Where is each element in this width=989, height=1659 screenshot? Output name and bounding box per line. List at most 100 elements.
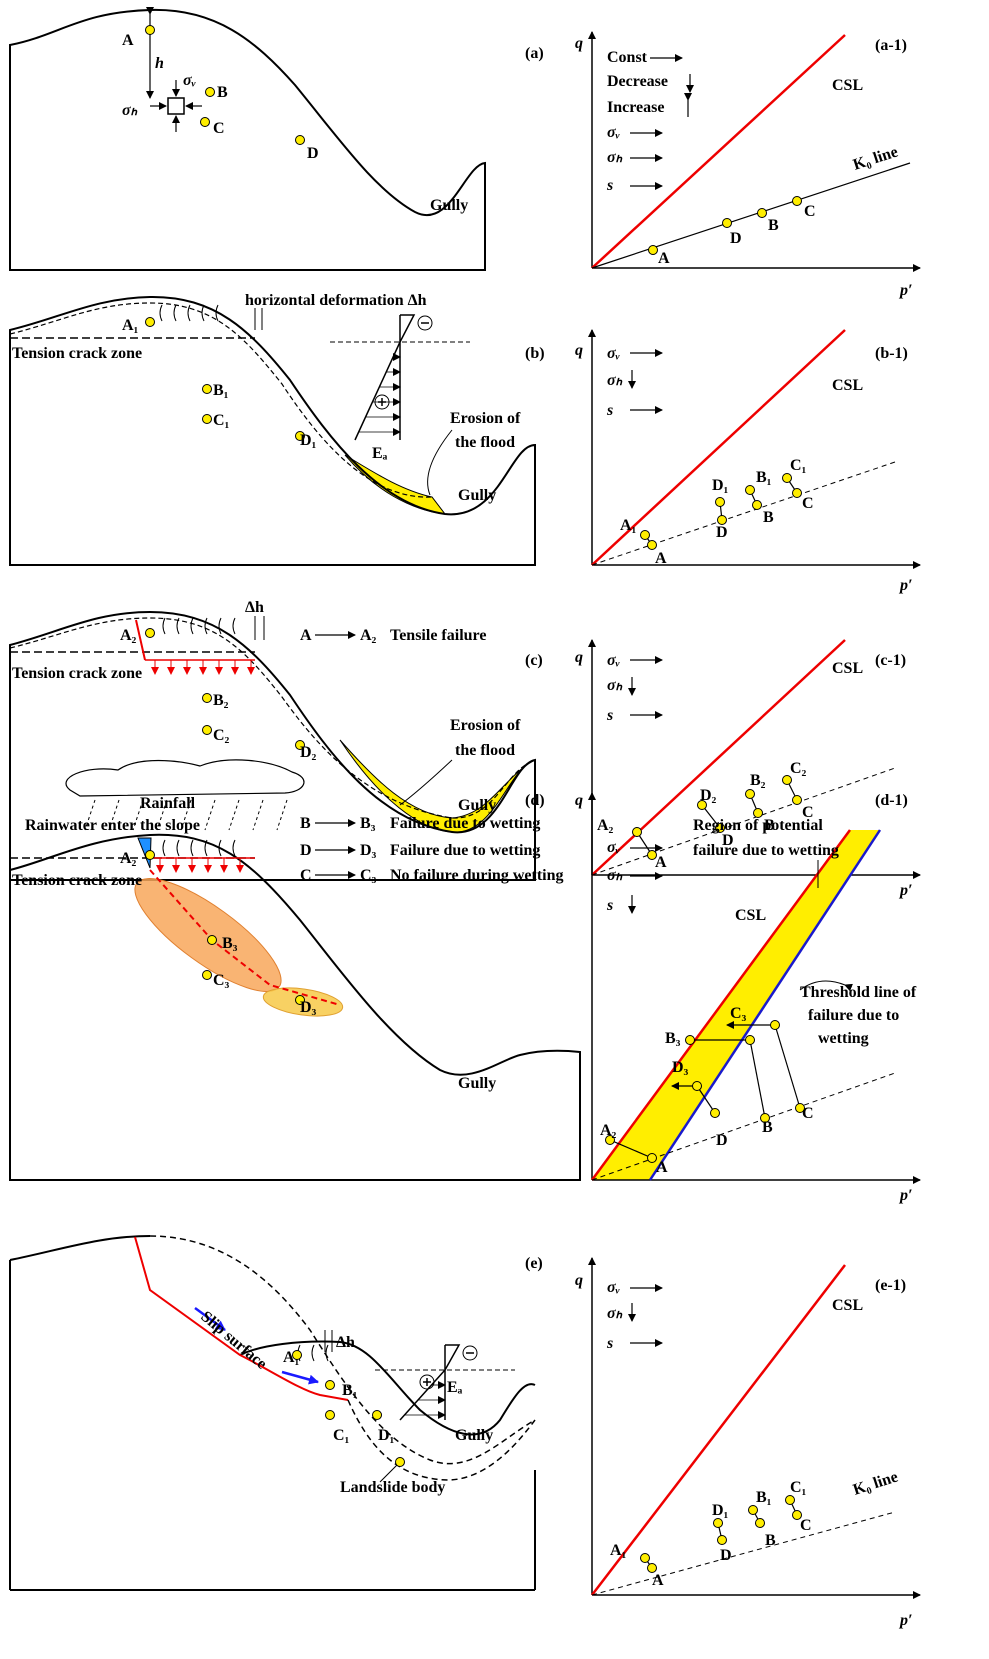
label: Increase	[607, 99, 664, 116]
point	[641, 1554, 650, 1563]
label: D	[730, 230, 742, 247]
label: σₕ	[607, 372, 623, 389]
point	[783, 474, 792, 483]
csl-line	[592, 1265, 845, 1595]
label: Gully	[458, 797, 496, 814]
point	[206, 88, 215, 97]
label: Failure due to wetting	[390, 815, 540, 832]
figure: (a)AhσᵥBσₕCDGully(a-1)qp′CSLK₀ lineConst…	[0, 0, 989, 1659]
label: q	[575, 1272, 583, 1289]
label: D	[716, 1132, 728, 1149]
point	[711, 1109, 720, 1118]
label: σₕ	[607, 867, 623, 884]
point	[793, 796, 802, 805]
label: (b)	[525, 345, 545, 362]
point	[746, 790, 755, 799]
label: B	[765, 1532, 776, 1549]
label: (d-1)	[875, 792, 908, 809]
crack	[177, 840, 179, 856]
point	[758, 209, 767, 218]
label: A	[300, 627, 312, 644]
leader	[400, 760, 452, 805]
label: σᵥ	[183, 72, 196, 89]
label: A₁	[122, 317, 139, 334]
crack	[188, 305, 190, 321]
label: C	[802, 495, 814, 512]
label: C₁	[333, 1427, 350, 1444]
label: D	[716, 524, 728, 541]
label: C	[802, 1105, 814, 1122]
label: B₃	[665, 1030, 681, 1047]
k0-line	[592, 163, 910, 268]
tensile-crack	[136, 620, 145, 660]
label: A	[655, 550, 667, 567]
label: (a-1)	[875, 37, 907, 54]
rain	[205, 800, 215, 830]
pressure-negative	[445, 1345, 459, 1370]
point	[146, 26, 155, 35]
label: A₂	[360, 627, 377, 644]
label: C₂	[790, 760, 807, 777]
label: B₂	[213, 692, 229, 709]
label: σᵥ	[607, 652, 620, 669]
label: Eₐ	[447, 1379, 463, 1396]
label: CSL	[832, 1297, 863, 1314]
point	[373, 1411, 382, 1420]
label: h	[155, 55, 164, 72]
crack	[312, 1345, 314, 1361]
point	[756, 1519, 765, 1528]
label: C₁	[213, 412, 230, 429]
point	[203, 726, 212, 735]
rain	[229, 800, 239, 830]
label: No failure during wetting	[390, 867, 563, 884]
label: Const	[607, 49, 648, 66]
label: A	[652, 1572, 664, 1589]
label: Threshold line of	[800, 984, 917, 1001]
crack	[205, 618, 207, 634]
point	[686, 1036, 695, 1045]
label: σᵥ	[607, 345, 620, 362]
crack	[233, 840, 235, 856]
label: σₕ	[607, 149, 623, 166]
point	[146, 851, 155, 860]
rain	[253, 800, 263, 830]
label: A₂	[120, 627, 137, 644]
crack	[233, 618, 235, 634]
label: A₂	[120, 850, 137, 867]
marker-dot	[396, 1458, 405, 1467]
point	[716, 498, 725, 507]
leader	[428, 430, 452, 495]
rain	[277, 800, 287, 830]
label: B₁	[213, 382, 229, 399]
label: s	[606, 707, 613, 724]
label: Eₐ	[372, 445, 388, 462]
label: p′	[898, 577, 913, 594]
point	[208, 936, 217, 945]
point	[793, 489, 802, 498]
label: Tension crack zone	[12, 665, 142, 682]
point	[718, 1536, 727, 1545]
label: Landslide body	[340, 1479, 445, 1496]
slope-profile	[10, 10, 485, 270]
label: A₂	[600, 1122, 617, 1139]
label: q	[575, 792, 583, 809]
crack	[191, 840, 193, 856]
point	[771, 1021, 780, 1030]
label: C	[800, 1517, 812, 1534]
label: s	[606, 897, 613, 914]
label: C₃	[213, 972, 230, 989]
slip-surface	[135, 1237, 348, 1400]
label: Gully	[430, 197, 468, 214]
label: (d)	[525, 792, 545, 809]
point	[746, 1036, 755, 1045]
label: A	[656, 1159, 668, 1176]
label: C₂	[213, 727, 230, 744]
point	[746, 486, 755, 495]
label: σᵥ	[607, 1279, 620, 1296]
csl-line	[592, 830, 850, 1180]
label: D₂	[300, 744, 317, 761]
label: D₁	[300, 432, 317, 449]
csl-line	[592, 35, 845, 268]
failure-zone	[120, 861, 295, 1010]
label: B	[762, 1119, 773, 1136]
